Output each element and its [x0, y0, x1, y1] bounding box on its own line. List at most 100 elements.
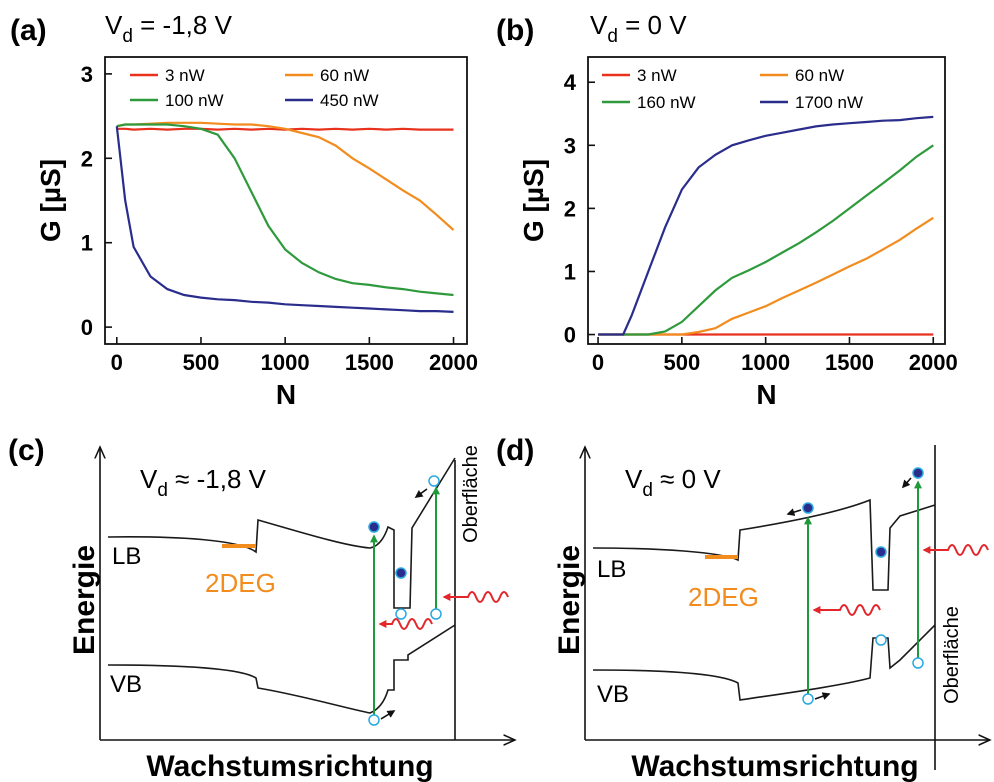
x-tick-label: 1500: [825, 350, 874, 375]
2deg-label: 2DEG: [205, 568, 276, 598]
cb-label: LB: [597, 556, 626, 583]
chart: (b) Vd = 0 V 0 500 1000 1500 2000 0 1 2 3 4 N G [µS] 3…: [496, 10, 958, 410]
x-tick-label: 1000: [741, 350, 790, 375]
title-sub: d: [122, 26, 133, 47]
title-main: V: [590, 10, 608, 40]
x-tick-label: 2000: [429, 350, 478, 375]
y-tick-label: 2: [564, 196, 576, 221]
valence-band: [592, 624, 936, 701]
drift-arrow: [786, 508, 802, 516]
light-wave: [812, 604, 881, 616]
diagram-title: Vd ≈ 0 V: [625, 464, 721, 501]
diagram-d: (d) Vd ≈ 0 V LB VB 2DEG Energie Wachstum…: [496, 434, 990, 782]
data-line: [598, 144, 934, 336]
x-axis-label: Wachstumsrichtung: [631, 750, 918, 782]
legend-label: 100 nW: [165, 91, 224, 110]
hole: [368, 714, 380, 726]
x-tick-label: 500: [663, 350, 700, 375]
y-axis-label: G [µS]: [35, 159, 66, 242]
panel-label: (a): [10, 14, 47, 47]
y-tick-label: 3: [81, 62, 93, 87]
data-line: [116, 123, 454, 297]
hole: [428, 475, 440, 487]
drift-arrow: [414, 488, 428, 498]
panel-label: (d): [496, 434, 534, 467]
x-tick-label: 1000: [261, 350, 310, 375]
data-line: [116, 127, 454, 131]
2deg-label: 2DEG: [688, 582, 759, 612]
valence-band: [107, 624, 456, 714]
legend-label: 450 nW: [320, 91, 379, 110]
legend-label: 60 nW: [795, 66, 844, 85]
x-tick-label: 1500: [345, 350, 394, 375]
y-tick-label: 1: [81, 231, 93, 256]
conduction-band: [107, 457, 456, 609]
electron: [912, 467, 924, 479]
conduction-band: [592, 498, 936, 591]
y-tick-label: 4: [564, 70, 577, 95]
hole: [802, 693, 814, 705]
panel-label: (b): [496, 14, 534, 47]
title-sub: d: [157, 480, 168, 501]
vb-label: VB: [110, 671, 142, 698]
legend-label: 1700 nW: [795, 93, 863, 112]
chart-title: Vd = 0 V: [590, 10, 687, 47]
title-sub: d: [607, 26, 618, 47]
hole: [912, 657, 924, 669]
diagram-c: (c) Vd ≈ -1,8 V LB VB 2DEG Energie Wachs…: [8, 434, 515, 782]
x-tick-label: 0: [592, 350, 604, 375]
y-axis-label: Energie: [553, 545, 586, 655]
x-tick-label: 2000: [909, 350, 958, 375]
legend-label: 60 nW: [320, 66, 369, 85]
y-tick-label: 1: [564, 259, 576, 284]
x-axis-label: N: [276, 379, 296, 410]
hole: [875, 634, 887, 646]
electron: [802, 502, 814, 514]
electron: [875, 546, 887, 558]
y-axis-label: Energie: [68, 545, 101, 655]
title-rest: ≈ 0 V: [653, 464, 721, 494]
surface-label: Oberfläche: [460, 445, 482, 543]
data-line: [598, 216, 934, 336]
x-axis-label: N: [756, 379, 776, 410]
hole: [395, 608, 407, 620]
light-wave: [442, 591, 509, 603]
plot-frame: [587, 56, 946, 345]
light-wave: [378, 618, 433, 630]
data-line: [598, 115, 934, 336]
surface-label: Oberfläche: [941, 606, 963, 704]
drift-arrow: [814, 692, 831, 700]
data-line: [116, 121, 455, 231]
title-main: V: [105, 10, 123, 40]
y-tick-label: 0: [81, 315, 93, 340]
title-main: V: [625, 464, 643, 494]
cb-label: LB: [112, 543, 141, 570]
y-tick-label: 2: [81, 146, 93, 171]
chart: (a) Vd = -1,8 V 0 500 1000 1500 2000 0 1 2 3 N G [µS…: [10, 10, 478, 410]
legend-label: 160 nW: [637, 93, 696, 112]
drift-arrow: [901, 477, 912, 489]
electron: [395, 567, 407, 579]
drift-arrow: [380, 710, 396, 720]
x-axis-label: Wachstumsrichtung: [146, 750, 433, 782]
hole: [430, 608, 442, 620]
panel-label: (c): [8, 434, 45, 467]
electron: [368, 521, 380, 533]
light-wave: [922, 544, 989, 556]
y-tick-label: 0: [564, 323, 576, 348]
legend-label: 3 nW: [637, 66, 677, 85]
y-axis-label: G [µS]: [518, 159, 549, 242]
x-tick-label: 0: [111, 350, 123, 375]
title-sub: d: [642, 480, 653, 501]
y-tick-label: 3: [564, 133, 576, 158]
plot-frame: [104, 56, 468, 345]
chart-title: Vd = -1,8 V: [105, 10, 233, 47]
title-rest: ≈ -1,8 V: [168, 464, 267, 494]
data-line: [115, 126, 454, 313]
title-rest: = -1,8 V: [133, 10, 233, 40]
x-tick-label: 500: [183, 350, 220, 375]
legend-label: 3 nW: [165, 66, 205, 85]
vb-label: VB: [597, 681, 629, 708]
title-rest: = 0 V: [618, 10, 687, 40]
